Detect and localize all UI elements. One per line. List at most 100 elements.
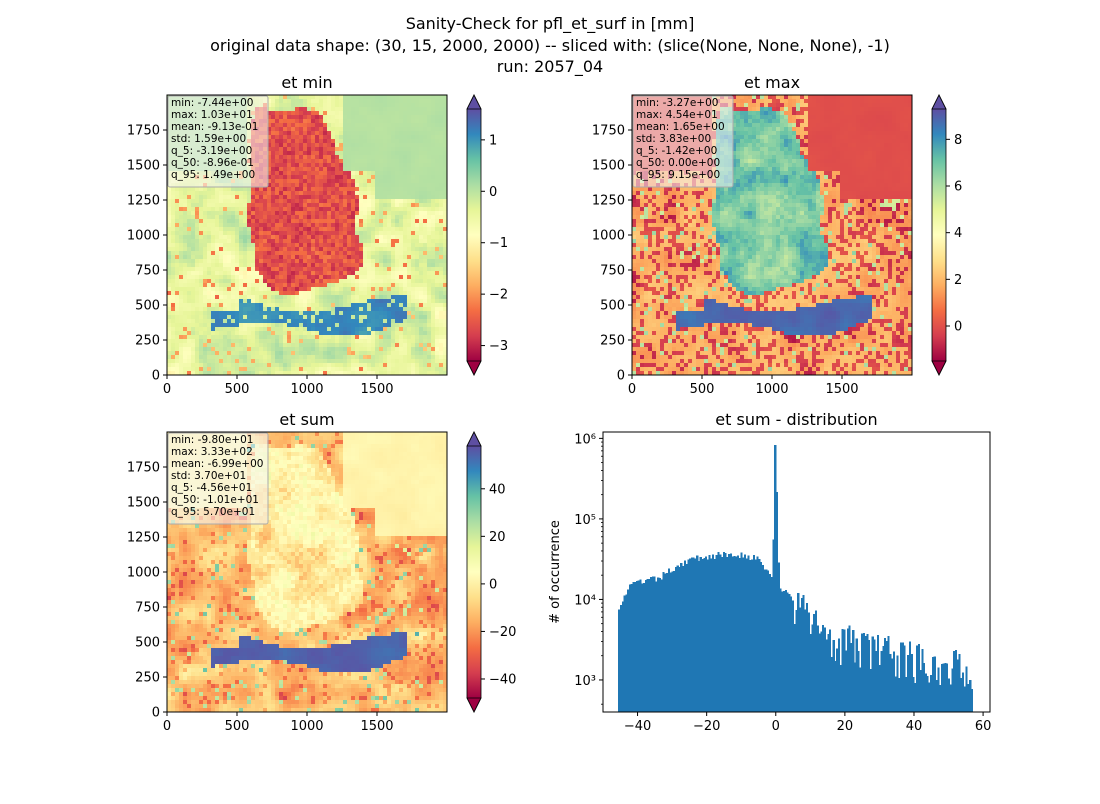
histogram-bar: [677, 566, 679, 713]
histogram-bar: [749, 560, 751, 712]
x-tick-label: 40: [906, 719, 923, 734]
histogram-bar: [716, 555, 718, 712]
histogram-bar: [719, 554, 721, 712]
histogram-bar: [721, 557, 723, 712]
y-tick-label: 250: [135, 334, 160, 349]
histogram-bar: [737, 556, 739, 712]
histogram-bar: [863, 633, 865, 712]
histogram-bar: [670, 573, 672, 712]
histogram-bar: [937, 667, 939, 712]
x-tick-label: 0: [163, 382, 171, 397]
histogram-bar: [927, 676, 929, 712]
histogram-bar: [631, 584, 633, 712]
histogram-bar: [897, 656, 899, 712]
histogram-bar: [748, 556, 750, 712]
histogram-bar: [714, 559, 716, 712]
y-tick-label: 750: [600, 264, 625, 279]
histogram-bar: [797, 593, 799, 712]
histogram-bar: [647, 579, 649, 712]
histogram-bar: [822, 625, 824, 712]
histogram-bar: [804, 610, 806, 712]
histogram-bar: [751, 560, 753, 712]
histogram-bars: [618, 445, 973, 712]
histogram-bar: [852, 630, 854, 712]
histogram-bar: [760, 562, 762, 712]
x-tick-label: 500: [690, 382, 715, 397]
y-tick-label: 500: [135, 299, 160, 314]
histogram-bar: [856, 638, 858, 712]
histogram-bar: [739, 558, 741, 712]
histogram-bar: [780, 588, 782, 712]
histogram-bar: [888, 636, 890, 712]
colorbar-gradient: [467, 109, 481, 361]
y-tick-label: 1500: [127, 496, 160, 511]
colorbar-extend-min: [932, 361, 946, 375]
histogram-bar: [755, 560, 757, 712]
histogram-bar: [873, 640, 875, 712]
stats-line: q_50: -8.96e-01: [171, 157, 254, 169]
histogram-bar: [771, 577, 773, 712]
stats-line: mean: 1.65e+00: [636, 121, 725, 133]
histogram-bar: [709, 555, 711, 712]
histogram-bar: [703, 558, 705, 712]
x-tick-label: 0: [628, 382, 636, 397]
histogram-bar: [657, 577, 659, 712]
histogram-bar: [776, 492, 778, 712]
histogram-bar: [785, 590, 787, 712]
histogram-bar: [854, 663, 856, 713]
histogram-bar: [689, 558, 691, 712]
histogram-bar: [905, 677, 907, 712]
stats-line: mean: -6.99e+00: [171, 458, 263, 470]
histogram-bar: [918, 644, 920, 712]
histogram-bar: [728, 554, 730, 712]
stats-line: std: 1.59e+00: [171, 133, 246, 145]
y-tick-label: 10⁴: [574, 593, 596, 608]
histogram-bar: [769, 574, 771, 712]
x-tick-label: 0: [772, 719, 780, 734]
y-tick-label: 10⁵: [574, 513, 596, 528]
histogram-bar: [725, 553, 727, 712]
y-tick-label: 1500: [592, 159, 625, 174]
histogram-bar: [820, 632, 822, 712]
histogram-bar: [881, 651, 883, 712]
histogram-bar: [792, 600, 794, 712]
colorbar-extend-min: [467, 698, 481, 712]
histogram-bar: [680, 563, 682, 712]
histogram-bar: [765, 569, 767, 712]
histogram-bar: [783, 591, 785, 712]
histogram-bar: [678, 567, 680, 712]
histogram-bar: [691, 557, 693, 712]
histogram-bar: [916, 646, 918, 712]
histogram-bar: [955, 650, 957, 712]
x-tick-label: 500: [225, 719, 250, 734]
histogram-bar: [778, 562, 780, 712]
x-tick-label: 60: [975, 719, 992, 734]
x-tick-label: 1000: [755, 382, 788, 397]
y-tick-label: 1250: [127, 194, 160, 209]
panel-title: et sum: [279, 410, 334, 429]
histogram-bar: [774, 445, 776, 712]
histogram-bar: [813, 614, 815, 712]
y-tick-label: 0: [152, 369, 160, 384]
y-tick-label: 1250: [592, 194, 625, 209]
colorbar-tick-label: −1: [489, 236, 508, 251]
histogram-bar: [930, 675, 932, 712]
histogram-bar: [664, 574, 666, 712]
histogram-bar: [758, 559, 760, 712]
histogram-bar: [652, 576, 654, 712]
histogram-bar: [799, 607, 801, 712]
histogram-bar: [859, 668, 861, 712]
panel-title: et sum - distribution: [715, 410, 877, 429]
histogram-bar: [700, 557, 702, 712]
histogram-bar: [962, 672, 964, 712]
y-tick-label: 500: [135, 636, 160, 651]
histogram-bar: [790, 596, 792, 712]
histogram-bar: [801, 598, 803, 712]
histogram-bar: [886, 641, 888, 712]
histogram-bar: [943, 664, 945, 712]
